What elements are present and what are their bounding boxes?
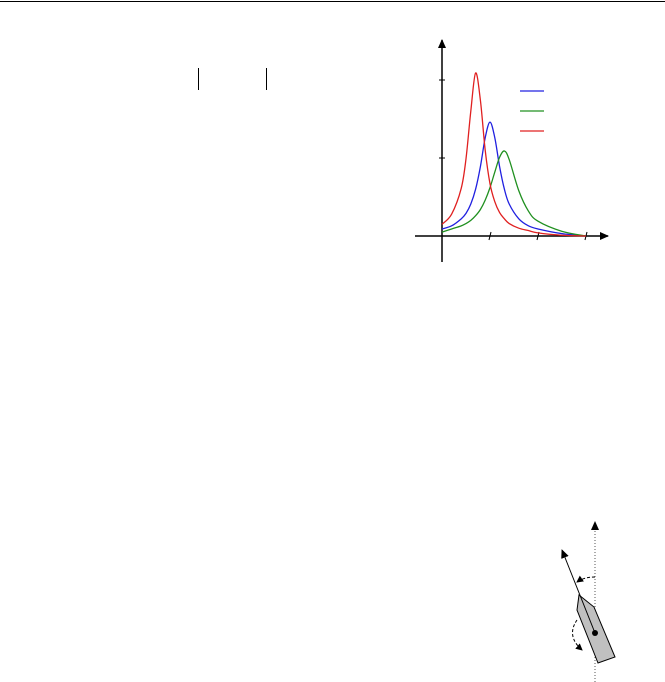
center-of-gravity-dot xyxy=(592,630,598,636)
vertical-bar xyxy=(198,68,199,90)
yaw-rotation-arrow xyxy=(572,619,583,651)
vertical-bar xyxy=(266,68,267,90)
header-rule xyxy=(0,1,665,2)
series-line-2 xyxy=(441,72,587,237)
ship-hull xyxy=(576,594,616,664)
ship-heading-diagram xyxy=(561,521,616,682)
series-line-1 xyxy=(441,150,587,237)
x-tick xyxy=(488,231,492,241)
heading-arrow xyxy=(561,549,596,634)
heading-angle-arc xyxy=(576,575,596,583)
series-line-0 xyxy=(441,121,587,237)
